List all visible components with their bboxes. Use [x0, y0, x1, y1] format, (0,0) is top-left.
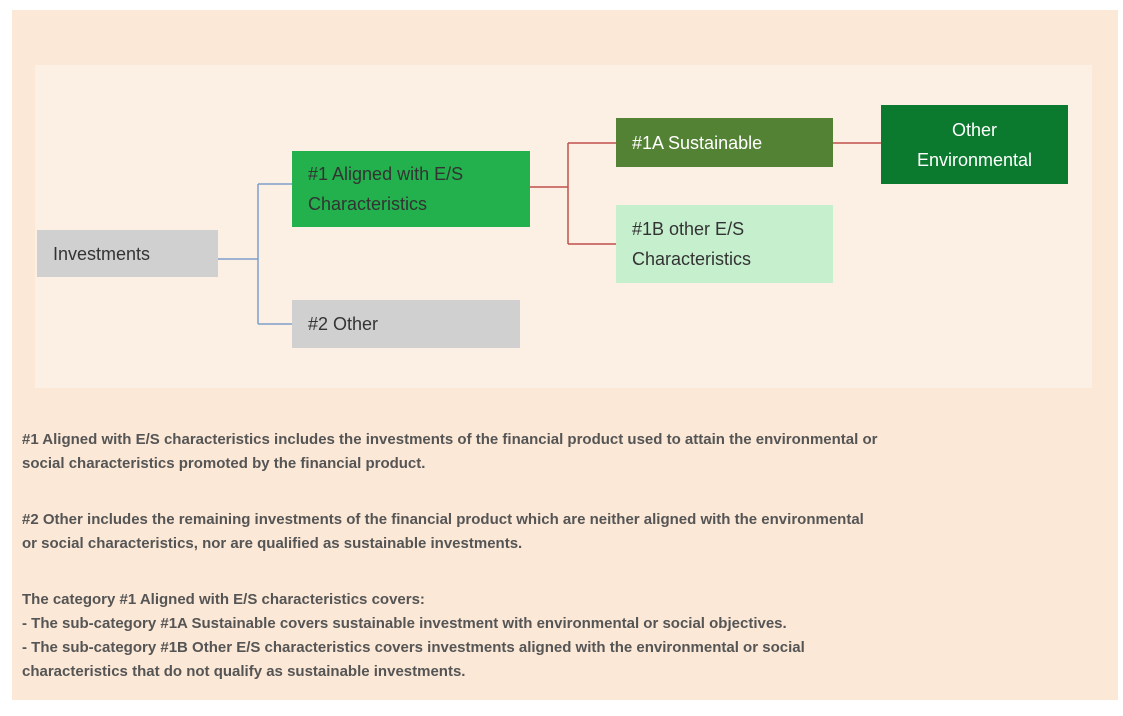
node-label: #1A Sustainable [632, 132, 763, 153]
note-paragraph: #1 Aligned with E/S characteristics incl… [22, 428, 1102, 476]
node-label: #1 Aligned with E/S [308, 164, 464, 184]
note-line: social characteristics promoted by the f… [22, 455, 426, 472]
sustainable-box: #1A Sustainable [616, 118, 833, 167]
connectors [218, 142, 881, 325]
red-connector [530, 142, 881, 245]
node-label: #2 Other [308, 314, 379, 334]
note-paragraph: #2 Other includes the remaining investme… [22, 508, 1102, 556]
note-line: characteristics that do not qualify as s… [22, 663, 466, 680]
node-label: Characteristics [308, 194, 428, 214]
note-line: - The sub-category #1A Sustainable cover… [22, 615, 787, 632]
aligned-box: #1 Aligned with E/S Characteristics [292, 151, 530, 227]
note-line: The category #1 Aligned with E/S charact… [22, 591, 425, 608]
other-box: #2 Other [292, 300, 520, 348]
note-line: - The sub-category #1B Other E/S charact… [22, 639, 805, 656]
other-es-box: #1B other E/S Characteristics [616, 205, 833, 283]
node-label: Environmental [916, 149, 1033, 170]
note-line: or social characteristics, nor are quali… [22, 535, 523, 552]
note-line: #1 Aligned with E/S characteristics incl… [22, 431, 878, 448]
node-label: Investments [53, 243, 151, 264]
notes: #1 Aligned with E/S characteristics incl… [22, 428, 1102, 716]
node-label: #1B other E/S [632, 219, 745, 239]
note-line: #2 Other includes the remaining investme… [22, 511, 864, 528]
environmental-box: Other Environmental [881, 105, 1068, 184]
node-label: Characteristics [632, 249, 752, 269]
investments-box: Investments [37, 230, 218, 277]
blue-connector [218, 183, 292, 325]
node-label: Other [951, 119, 998, 140]
note-paragraph: The category #1 Aligned with E/S charact… [22, 588, 1102, 684]
